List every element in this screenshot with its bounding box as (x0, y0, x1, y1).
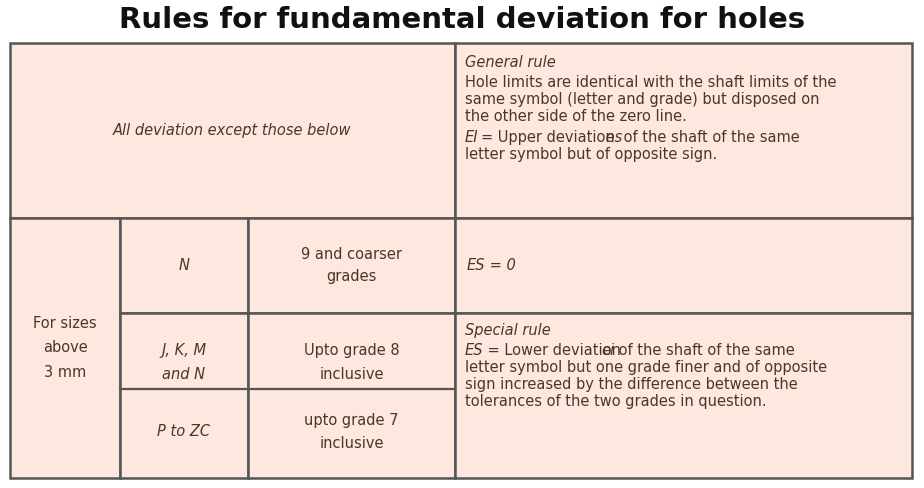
FancyBboxPatch shape (10, 218, 120, 478)
Text: upto grade 7
inclusive: upto grade 7 inclusive (304, 412, 399, 451)
Text: of the shaft of the same: of the shaft of the same (619, 130, 800, 145)
Text: N: N (178, 258, 189, 273)
Text: of the shaft of the same: of the shaft of the same (614, 343, 795, 358)
Text: ES: ES (467, 258, 485, 273)
Text: J, K, M
and N: J, K, M and N (162, 343, 207, 382)
Text: P to ZC: P to ZC (157, 424, 211, 439)
Text: ES: ES (465, 343, 483, 358)
FancyBboxPatch shape (120, 218, 248, 313)
Text: sign increased by the difference between the: sign increased by the difference between… (465, 377, 797, 392)
FancyBboxPatch shape (120, 313, 248, 478)
Text: EI: EI (465, 130, 479, 145)
Text: the other side of the zero line.: the other side of the zero line. (465, 109, 687, 124)
Text: letter symbol but of opposite sign.: letter symbol but of opposite sign. (465, 147, 717, 162)
Text: Upto grade 8
inclusive: Upto grade 8 inclusive (304, 343, 399, 382)
FancyBboxPatch shape (248, 313, 455, 478)
Text: For sizes
above
3 mm: For sizes above 3 mm (33, 316, 97, 380)
Text: tolerances of the two grades in question.: tolerances of the two grades in question… (465, 394, 767, 409)
Text: Special rule: Special rule (465, 323, 551, 338)
Text: es: es (601, 130, 622, 145)
FancyBboxPatch shape (248, 218, 455, 313)
FancyBboxPatch shape (10, 43, 455, 218)
Text: = Upper deviation: = Upper deviation (481, 130, 614, 145)
Text: = 0: = 0 (485, 258, 516, 273)
Text: ei: ei (601, 343, 614, 358)
FancyBboxPatch shape (455, 218, 912, 313)
Text: letter symbol but one grade finer and of opposite: letter symbol but one grade finer and of… (465, 360, 827, 375)
Text: Rules for fundamental deviation for holes: Rules for fundamental deviation for hole… (119, 6, 805, 34)
FancyBboxPatch shape (455, 43, 912, 218)
Text: All deviation except those below: All deviation except those below (114, 123, 352, 138)
Text: 9 and coarser
grades: 9 and coarser grades (301, 247, 402, 284)
Text: Hole limits are identical with the shaft limits of the: Hole limits are identical with the shaft… (465, 75, 836, 90)
Text: General rule: General rule (465, 55, 555, 70)
Text: = Lower deviation: = Lower deviation (483, 343, 626, 358)
FancyBboxPatch shape (455, 313, 912, 478)
Text: same symbol (letter and grade) but disposed on: same symbol (letter and grade) but dispo… (465, 92, 820, 107)
